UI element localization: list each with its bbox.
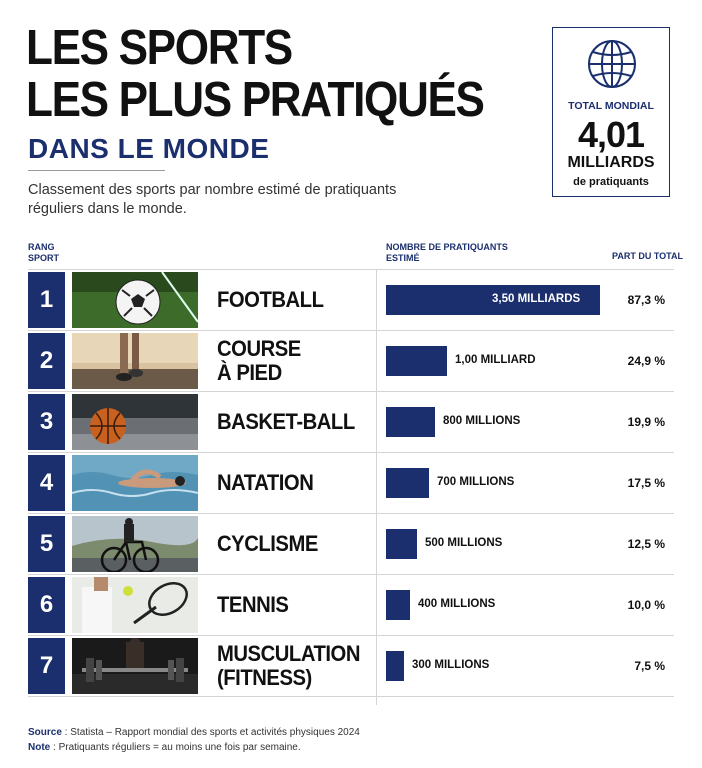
- rank-badge: 4: [28, 455, 65, 511]
- bar-value-label: 400 MILLIONS: [418, 598, 496, 610]
- share-value: 24,9 %: [627, 354, 665, 368]
- row-divider: [28, 635, 674, 636]
- source-line: Source : Statista – Rapport mondial des …: [28, 725, 360, 740]
- sport-name: TENNIS: [217, 593, 364, 617]
- title-line-1: LES SPORTS: [26, 21, 293, 75]
- sport-name-line1: COURSE: [217, 336, 301, 361]
- bar-value-label: 700 MILLIONS: [437, 476, 515, 488]
- row-divider: [28, 696, 674, 697]
- sport-name: NATATION: [217, 471, 364, 495]
- description: Classement des sports par nombre estimé …: [28, 182, 397, 217]
- col-header-share: PART DU TOTAL: [612, 251, 683, 261]
- bar: [386, 590, 410, 620]
- title-line-2: LES PLUS PRATIQUÉS: [26, 73, 485, 127]
- bar: [386, 346, 447, 376]
- swimming-photo: [72, 455, 198, 511]
- sport-name-line1: NATATION: [217, 470, 314, 495]
- col-header-count-line1: NOMBRE DE PRATIQUANTS: [386, 242, 508, 252]
- column-divider: [376, 270, 377, 705]
- row-divider: [28, 330, 674, 331]
- rank-badge: 7: [28, 638, 65, 694]
- subtitle-rule: [28, 170, 165, 171]
- col-header-count-line2: ESTIMÉ: [386, 253, 420, 263]
- col-header-rank: RANG SPORT: [28, 242, 59, 264]
- globe-icon: [588, 40, 636, 88]
- sport-name: COURSE À PIED: [217, 337, 364, 385]
- sport-name-line1: FOOTBALL: [217, 287, 324, 312]
- bar: [386, 651, 404, 681]
- col-header-rank-line2: SPORT: [28, 253, 60, 263]
- rank-badge: 2: [28, 333, 65, 389]
- share-value: 17,5 %: [627, 476, 665, 490]
- total-unit: MILLIARDS: [567, 154, 655, 171]
- bar-value-label: 1,00 MILLIARD: [455, 354, 536, 366]
- total-value: 4,01: [577, 114, 645, 155]
- col-header-rank-line1: RANG: [28, 242, 55, 252]
- cycling-photo: [72, 516, 198, 572]
- sport-name: FOOTBALL: [217, 288, 364, 312]
- bar-value-label: 800 MILLIONS: [443, 415, 521, 427]
- sport-name-line1: TENNIS: [217, 592, 289, 617]
- note-line: Note : Pratiquants réguliers = au moins …: [28, 740, 360, 755]
- footer: Source : Statista – Rapport mondial des …: [28, 725, 360, 755]
- bar-value-label: 500 MILLIONS: [425, 537, 503, 549]
- running-photo: [72, 333, 198, 389]
- bar-value-label: 3,50 MILLIARDS: [492, 293, 581, 305]
- rank-badge: 6: [28, 577, 65, 633]
- row-divider: [28, 452, 674, 453]
- sport-name-line1: CYCLISME: [217, 531, 318, 556]
- share-value: 12,5 %: [627, 537, 665, 551]
- rank-badge: 1: [28, 272, 65, 328]
- source-text: : Statista – Rapport mondial des sports …: [61, 727, 360, 738]
- source-label: Source: [28, 727, 62, 738]
- sport-name: MUSCULATION (FITNESS): [217, 642, 364, 690]
- share-value: 7,5 %: [634, 659, 665, 673]
- total-sub: de pratiquants: [573, 176, 649, 188]
- sport-name: BASKET-BALL: [217, 410, 364, 434]
- rank-badge: 5: [28, 516, 65, 572]
- total-label: TOTAL MONDIAL: [568, 100, 654, 112]
- col-header-count: NOMBRE DE PRATIQUANTS ESTIMÉ: [386, 242, 508, 264]
- sport-name-line1: MUSCULATION: [217, 641, 360, 666]
- bar: [386, 407, 435, 437]
- sport-name-line2: (FITNESS): [217, 665, 312, 690]
- sport-name-line1: BASKET-BALL: [217, 409, 355, 434]
- note-label: Note: [28, 742, 51, 753]
- bar-value-label: 300 MILLIONS: [412, 659, 490, 671]
- total-box: TOTAL MONDIAL 4,01 MILLIARDS de pratiqua…: [552, 27, 670, 197]
- rank-badge: 3: [28, 394, 65, 450]
- note-text: : Pratiquants réguliers = au moins une f…: [50, 742, 301, 753]
- share-value: 87,3 %: [627, 293, 665, 307]
- row-divider: [28, 574, 674, 575]
- row-divider: [28, 391, 674, 392]
- football-photo: [72, 272, 198, 328]
- subtitle: DANS LE MONDE: [28, 133, 270, 164]
- share-value: 19,9 %: [627, 415, 665, 429]
- bar: [386, 468, 429, 498]
- sport-name: CYCLISME: [217, 532, 364, 556]
- share-value: 10,0 %: [627, 598, 665, 612]
- bar: [386, 285, 600, 315]
- basketball-photo: [72, 394, 198, 450]
- tennis-photo: [72, 577, 198, 633]
- page-title: LES SPORTS LES PLUS PRATIQUÉS: [26, 21, 485, 128]
- bar: [386, 529, 417, 559]
- sport-name-line2: À PIED: [217, 360, 282, 385]
- gym-photo: [72, 638, 198, 694]
- row-divider: [28, 269, 674, 270]
- row-divider: [28, 513, 674, 514]
